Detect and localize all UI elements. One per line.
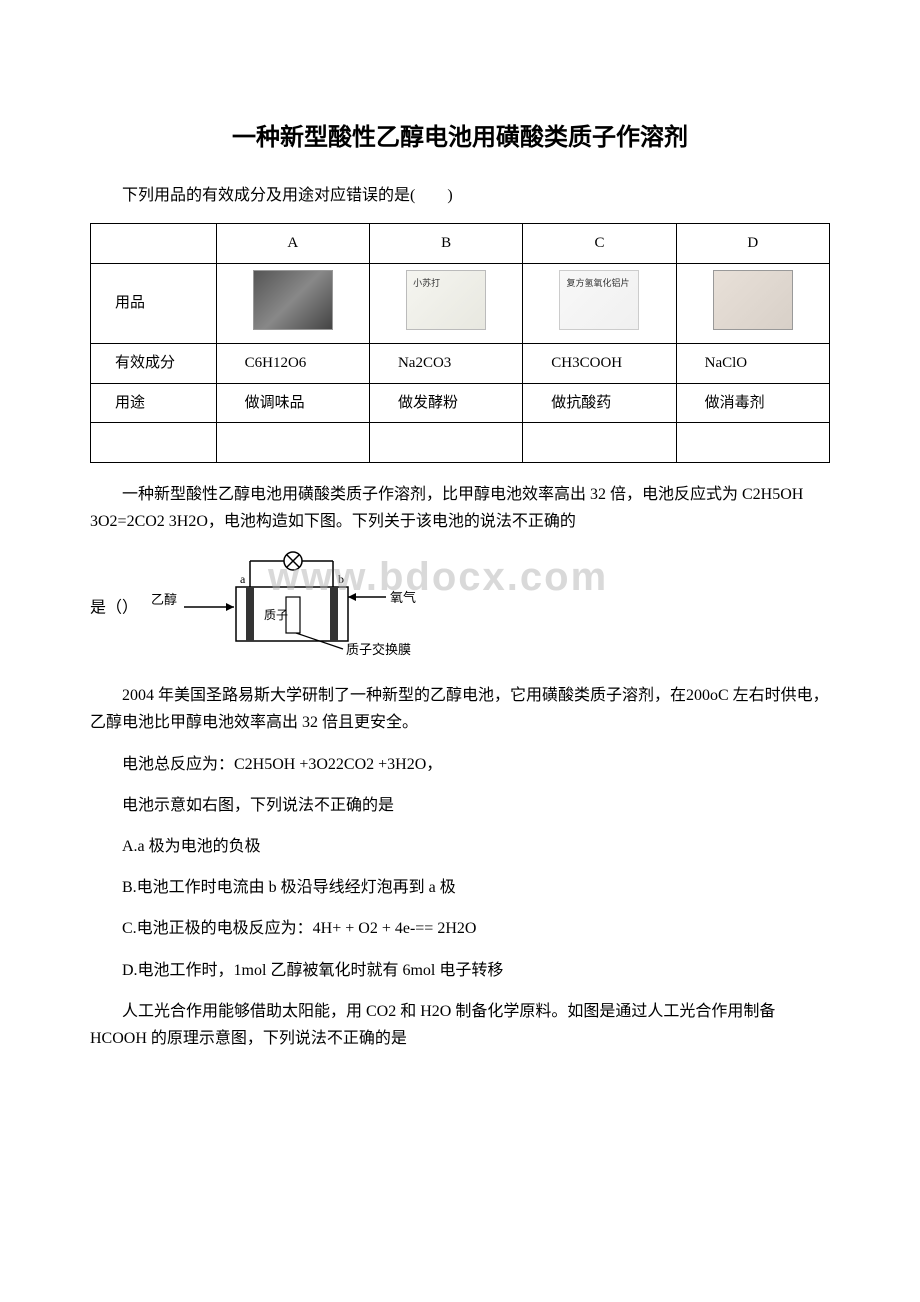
- header-c: C: [523, 224, 676, 264]
- ingredient-d: NaClO: [676, 344, 829, 384]
- context-text: 2004 年美国圣路易斯大学研制了一种新型的乙醇电池，它用磺酸类质子溶剂，在20…: [90, 682, 830, 736]
- product-image-b: 小苏打: [369, 263, 522, 344]
- header-a: A: [216, 224, 369, 264]
- cell-empty: [676, 423, 829, 463]
- question-2-text: 一种新型酸性乙醇电池用磺酸类质子作溶剂，比甲醇电池效率高出 32 倍，电池反应式…: [90, 481, 830, 535]
- cell-empty: [91, 423, 217, 463]
- ingredient-a: C6H12O6: [216, 344, 369, 384]
- table-row: 用品 小苏打 复方氢氧化铝片: [91, 263, 830, 344]
- use-a: 做调味品: [216, 383, 369, 423]
- para2-suffix: 是（）: [90, 599, 138, 616]
- use-c: 做抗酸药: [523, 383, 676, 423]
- table-row: [91, 423, 830, 463]
- membrane-label: 质子交换膜: [346, 642, 411, 657]
- cell-empty: [369, 423, 522, 463]
- ethanol-label: 乙醇: [151, 592, 177, 607]
- option-a: A.a 极为电池的负极: [90, 833, 830, 860]
- header-b: B: [369, 224, 522, 264]
- option-d: D.电池工作时，1mol 乙醇被氧化时就有 6mol 电子转移: [90, 957, 830, 984]
- label-use: 用途: [91, 383, 217, 423]
- options-table: A B C D 用品 小苏打 复方氢氧化铝片 有效成分 C6H12O6 Na2C…: [90, 223, 830, 463]
- proton-label: 质子: [264, 608, 288, 622]
- diagram-svg: a b 乙醇 氧气 质子 质子交换膜: [148, 549, 438, 659]
- option-b: B.电池工作时电流由 b 极沿导线经灯泡再到 a 极: [90, 874, 830, 901]
- label-product: 用品: [91, 263, 217, 344]
- label-ingredient: 有效成分: [91, 344, 217, 384]
- cell-empty: [216, 423, 369, 463]
- cell-empty: [523, 423, 676, 463]
- table-row: 有效成分 C6H12O6 Na2CO3 CH3COOH NaClO: [91, 344, 830, 384]
- diagram-note: 电池示意如右图，下列说法不正确的是: [90, 792, 830, 819]
- option-c: C.电池正极的电极反应为：4H+ + O2 + 4e-== 2H2O: [90, 915, 830, 942]
- product-image-d: [676, 263, 829, 344]
- ingredient-c: CH3COOH: [523, 344, 676, 384]
- product-image-a: [216, 263, 369, 344]
- header-d: D: [676, 224, 829, 264]
- ingredient-b: Na2CO3: [369, 344, 522, 384]
- table-row: 用途 做调味品 做发酵粉 做抗酸药 做消毒剂: [91, 383, 830, 423]
- page-title: 一种新型酸性乙醇电池用磺酸类质子作溶剂: [90, 120, 830, 156]
- reaction-text: 电池总反应为：C2H5OH +3O22CO2 +3H2O，: [90, 751, 830, 778]
- table-row: A B C D: [91, 224, 830, 264]
- label-b: b: [338, 572, 344, 586]
- label-a: a: [240, 572, 246, 586]
- question-3-text: 人工光合作用能够借助太阳能，用 CO2 和 H2O 制备化学原料。如图是通过人工…: [90, 998, 830, 1052]
- battery-diagram: a b 乙醇 氧气 质子 质子交换膜 www.bdocx.com: [148, 549, 438, 668]
- cell-empty: [91, 224, 217, 264]
- oxygen-label: 氧气: [390, 590, 416, 605]
- diagram-paragraph: 是（） a b 乙醇 氧气: [90, 549, 830, 668]
- use-b: 做发酵粉: [369, 383, 522, 423]
- intro-text: 下列用品的有效成分及用途对应错误的是( ): [90, 182, 830, 209]
- product-image-c: 复方氢氧化铝片: [523, 263, 676, 344]
- use-d: 做消毒剂: [676, 383, 829, 423]
